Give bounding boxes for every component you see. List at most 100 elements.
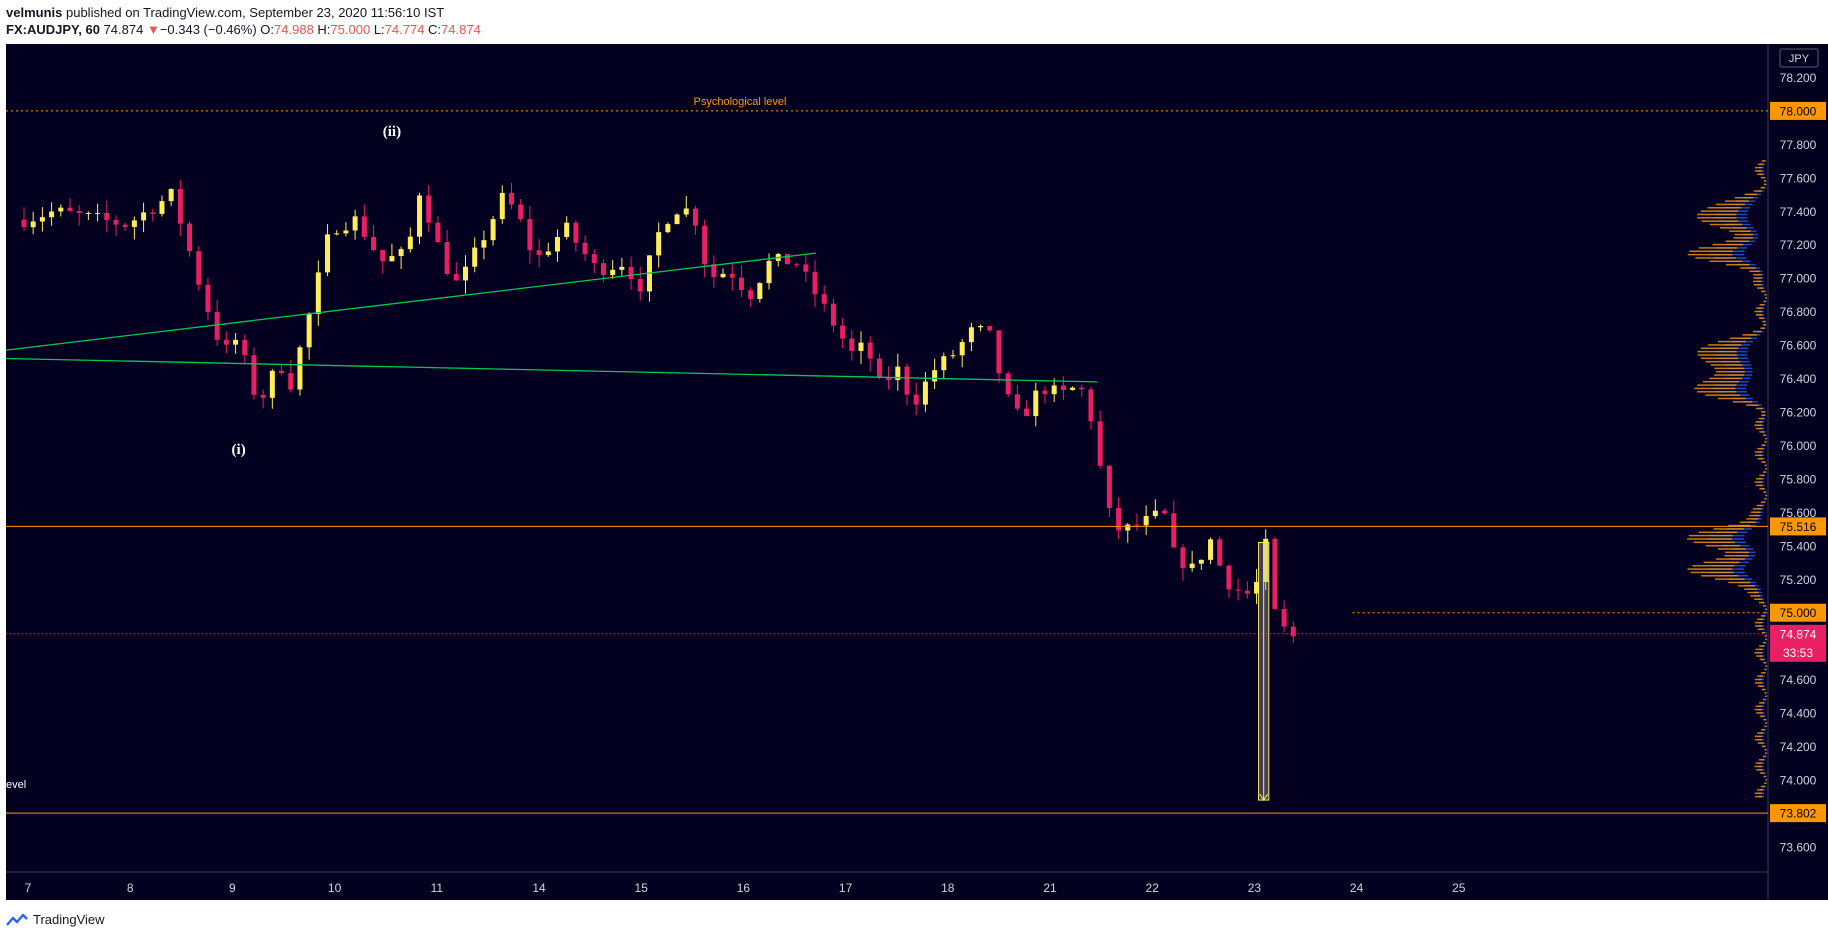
time-tick-label: 9	[229, 881, 236, 895]
volume-bar-down	[1710, 364, 1743, 366]
volume-bar-down	[1712, 243, 1744, 246]
candle-body	[959, 342, 965, 356]
volume-bar-down	[1757, 447, 1764, 450]
price-change: −0.343 (−0.46%)	[159, 22, 257, 37]
volume-bar-down	[1759, 702, 1765, 704]
volume-bar-down	[1713, 528, 1744, 530]
plot-area[interactable]	[6, 44, 1768, 900]
volume-bar-down	[1765, 665, 1767, 667]
volume-bar-down	[1702, 380, 1740, 383]
candle-body	[1281, 609, 1287, 627]
currency-label: JPY	[1789, 53, 1810, 65]
volume-bar-down	[1732, 401, 1753, 403]
candle-body	[1171, 513, 1177, 548]
volume-bar-down	[1762, 320, 1766, 323]
volume-bar-down	[1764, 498, 1767, 500]
volume-bar-down	[1758, 417, 1764, 420]
volume-bar-down	[1714, 367, 1745, 370]
volume-bar-down	[1765, 695, 1767, 697]
volume-bar-down	[1687, 568, 1733, 570]
chart-header: velmunis published on TradingView.com, S…	[6, 4, 481, 38]
time-tick-label: 24	[1350, 881, 1364, 895]
volume-bar-down	[1725, 551, 1749, 554]
candle-body	[904, 366, 910, 395]
volume-bar-down	[1693, 541, 1735, 544]
volume-bar-down	[1695, 257, 1736, 259]
volume-bar-down	[1765, 722, 1767, 724]
candle-body	[674, 214, 680, 225]
volume-bar-down	[1760, 327, 1765, 329]
volume-bar-down	[1756, 307, 1763, 309]
currency-badge[interactable]	[1779, 48, 1819, 68]
volume-bar-down	[1761, 444, 1766, 447]
author-name[interactable]: velmunis	[6, 5, 63, 20]
candle-body	[738, 277, 744, 291]
volume-bar-down	[1753, 273, 1762, 276]
volume-bar-down	[1687, 253, 1733, 256]
level-label: evel	[6, 779, 26, 791]
price-tag-label: 73.802	[1780, 807, 1817, 821]
candle-body	[95, 212, 101, 214]
symbol-label[interactable]: FX:AUDJPY, 60	[6, 22, 100, 37]
volume-bar-down	[1754, 792, 1763, 794]
volume-bar-down	[1754, 310, 1762, 313]
price-tick-label: 75.600	[1780, 506, 1817, 520]
price-tag-bg	[1770, 603, 1826, 622]
lower-trendline[interactable]	[5, 357, 1098, 383]
candle-body	[610, 269, 616, 276]
volume-bar-down	[1761, 290, 1765, 293]
last-price: 74.874	[103, 22, 144, 37]
volume-bar-down	[1733, 237, 1753, 239]
candle-body	[757, 283, 763, 299]
price-tick-label: 76.600	[1780, 339, 1817, 353]
candle-body	[196, 251, 202, 285]
volume-bar-down	[1765, 437, 1767, 440]
volume-bar-down	[1764, 725, 1767, 728]
drawings: Psychological level evel (i) (ii)	[5, 96, 1768, 814]
price-tick-label: 78.200	[1780, 71, 1817, 85]
volume-bar-down	[1758, 601, 1764, 604]
volume-bar-down	[1709, 223, 1743, 226]
candle-body	[260, 394, 266, 398]
volume-bar-down	[1754, 283, 1762, 286]
candle-body	[1244, 590, 1250, 594]
volume-bar-down	[1763, 662, 1766, 664]
volume-bar-down	[1705, 360, 1741, 363]
volume-bar-down	[1763, 718, 1766, 721]
price-tag-bg	[1770, 517, 1826, 536]
footer-brand[interactable]: TradingView	[33, 912, 105, 927]
volume-bar-down	[1765, 779, 1767, 781]
volume-bar-down	[1753, 277, 1762, 279]
volume-bar-down	[1757, 287, 1764, 289]
publish-line: velmunis published on TradingView.com, S…	[6, 4, 481, 21]
candle-body	[692, 208, 698, 226]
volume-bar-down	[1761, 615, 1765, 617]
footer: TradingView	[6, 912, 105, 927]
candle-body	[1272, 538, 1278, 610]
volume-bar-down	[1703, 561, 1740, 564]
volume-bar-down	[1763, 434, 1766, 437]
volume-bar-down	[1761, 631, 1766, 634]
time-tick-label: 21	[1043, 881, 1057, 895]
candle-body	[417, 195, 423, 237]
upper-trendline[interactable]	[5, 252, 817, 351]
candles	[21, 180, 1296, 643]
volume-bar-down	[1715, 203, 1745, 206]
volume-bar-down	[1755, 427, 1763, 430]
price-tag-label: 78.000	[1780, 104, 1817, 118]
price-tick-label: 77.400	[1780, 205, 1817, 219]
open-value: 74.988	[274, 22, 314, 37]
time-tick-label: 23	[1248, 881, 1262, 895]
candle-body	[600, 263, 606, 276]
volume-bar-down	[1757, 675, 1764, 677]
volume-bar-down	[1746, 404, 1759, 406]
volume-bar-down	[1759, 304, 1765, 306]
volume-bar-down	[1761, 461, 1766, 463]
candle-body	[702, 225, 708, 265]
volume-bar-down	[1690, 571, 1734, 574]
price-axis[interactable]	[1768, 44, 1828, 900]
candle-body	[168, 189, 174, 202]
candle-body	[637, 278, 643, 292]
candle-body	[683, 208, 689, 215]
